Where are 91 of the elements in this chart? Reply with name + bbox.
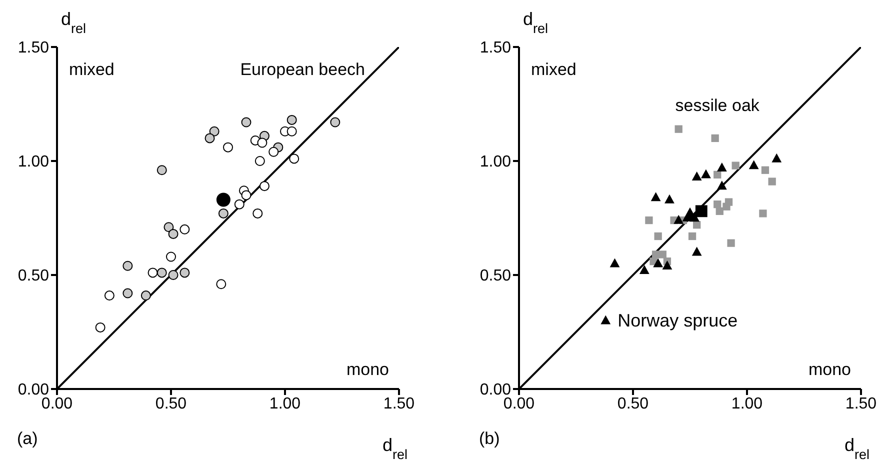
point bbox=[257, 138, 268, 148]
annotation: sessile oak bbox=[675, 96, 760, 115]
point bbox=[716, 162, 727, 172]
point bbox=[724, 198, 733, 206]
point bbox=[166, 252, 176, 262]
x-axis-title: d$_{rel}$ bbox=[382, 435, 408, 462]
y-tick-label: 1.00 bbox=[480, 154, 512, 171]
point bbox=[209, 126, 220, 136]
point bbox=[252, 208, 263, 218]
point bbox=[122, 260, 133, 271]
point bbox=[180, 268, 190, 278]
point bbox=[156, 268, 167, 278]
point bbox=[148, 268, 158, 278]
point bbox=[204, 133, 215, 144]
x-tick-label: 1.50 bbox=[383, 395, 415, 412]
point bbox=[610, 258, 620, 268]
point bbox=[711, 134, 719, 142]
point bbox=[714, 170, 722, 179]
point bbox=[104, 290, 114, 301]
point bbox=[216, 192, 230, 207]
point bbox=[772, 153, 782, 162]
point bbox=[692, 246, 702, 256]
point bbox=[716, 207, 724, 215]
point bbox=[662, 260, 672, 270]
point bbox=[759, 210, 767, 218]
point bbox=[688, 232, 696, 240]
y-tick-label: 0.50 bbox=[480, 268, 512, 285]
x-tick-label: 1.00 bbox=[269, 395, 301, 412]
point bbox=[286, 126, 297, 136]
text: (a) bbox=[17, 429, 38, 448]
point bbox=[761, 166, 770, 174]
point bbox=[254, 156, 265, 166]
point bbox=[223, 142, 233, 152]
point bbox=[658, 250, 666, 258]
point bbox=[600, 315, 611, 324]
x-tick-label: 0.00 bbox=[41, 395, 73, 412]
x-tick-label: 0.50 bbox=[155, 395, 187, 412]
point bbox=[732, 162, 740, 170]
annotation: Norway spruce bbox=[618, 310, 738, 331]
point bbox=[259, 181, 270, 192]
point bbox=[140, 290, 151, 301]
point bbox=[289, 154, 300, 164]
y-tick-label: 0.50 bbox=[18, 268, 50, 285]
point bbox=[241, 190, 252, 200]
point bbox=[692, 172, 702, 181]
x-axis-title: d$_{rel}$ bbox=[844, 435, 870, 462]
x-tick-label: 0.00 bbox=[503, 395, 535, 412]
x-tick-label: 0.50 bbox=[617, 395, 649, 412]
annotation: mixed bbox=[531, 60, 576, 79]
point bbox=[122, 288, 133, 298]
point bbox=[180, 224, 190, 234]
point bbox=[645, 216, 653, 224]
point bbox=[241, 117, 252, 128]
y-tick-label: 1.50 bbox=[480, 40, 512, 57]
point bbox=[674, 125, 682, 133]
point bbox=[701, 169, 711, 178]
point bbox=[156, 165, 167, 176]
point bbox=[168, 270, 178, 280]
point bbox=[216, 279, 226, 290]
y-axis-title: d$_{rel}$ bbox=[523, 9, 548, 36]
y-tick-label: 1.00 bbox=[18, 154, 50, 171]
annotation: mono bbox=[346, 360, 389, 379]
point bbox=[650, 192, 661, 202]
point bbox=[727, 239, 735, 247]
annotation: mono bbox=[808, 360, 851, 379]
point bbox=[95, 322, 106, 332]
annotation: mixed bbox=[69, 60, 114, 79]
y-tick-label: 1.50 bbox=[18, 40, 50, 57]
point bbox=[164, 222, 174, 232]
point bbox=[639, 265, 650, 274]
point bbox=[674, 214, 684, 224]
point bbox=[664, 194, 674, 204]
point bbox=[330, 117, 340, 128]
point bbox=[168, 228, 178, 239]
point bbox=[714, 200, 722, 208]
annotation: European beech bbox=[240, 60, 365, 79]
point bbox=[695, 205, 708, 218]
point bbox=[716, 180, 727, 190]
point bbox=[654, 232, 662, 240]
point bbox=[768, 178, 776, 186]
point bbox=[748, 160, 759, 170]
x-tick-label: 1.50 bbox=[845, 395, 877, 412]
point bbox=[653, 258, 664, 268]
x-tick-label: 1.00 bbox=[731, 395, 763, 412]
point bbox=[268, 146, 279, 157]
point bbox=[693, 221, 701, 229]
point bbox=[286, 114, 297, 125]
point bbox=[218, 208, 228, 218]
text: (b) bbox=[479, 429, 500, 448]
y-axis-title: d$_{rel}$ bbox=[61, 9, 86, 36]
point bbox=[234, 199, 244, 210]
